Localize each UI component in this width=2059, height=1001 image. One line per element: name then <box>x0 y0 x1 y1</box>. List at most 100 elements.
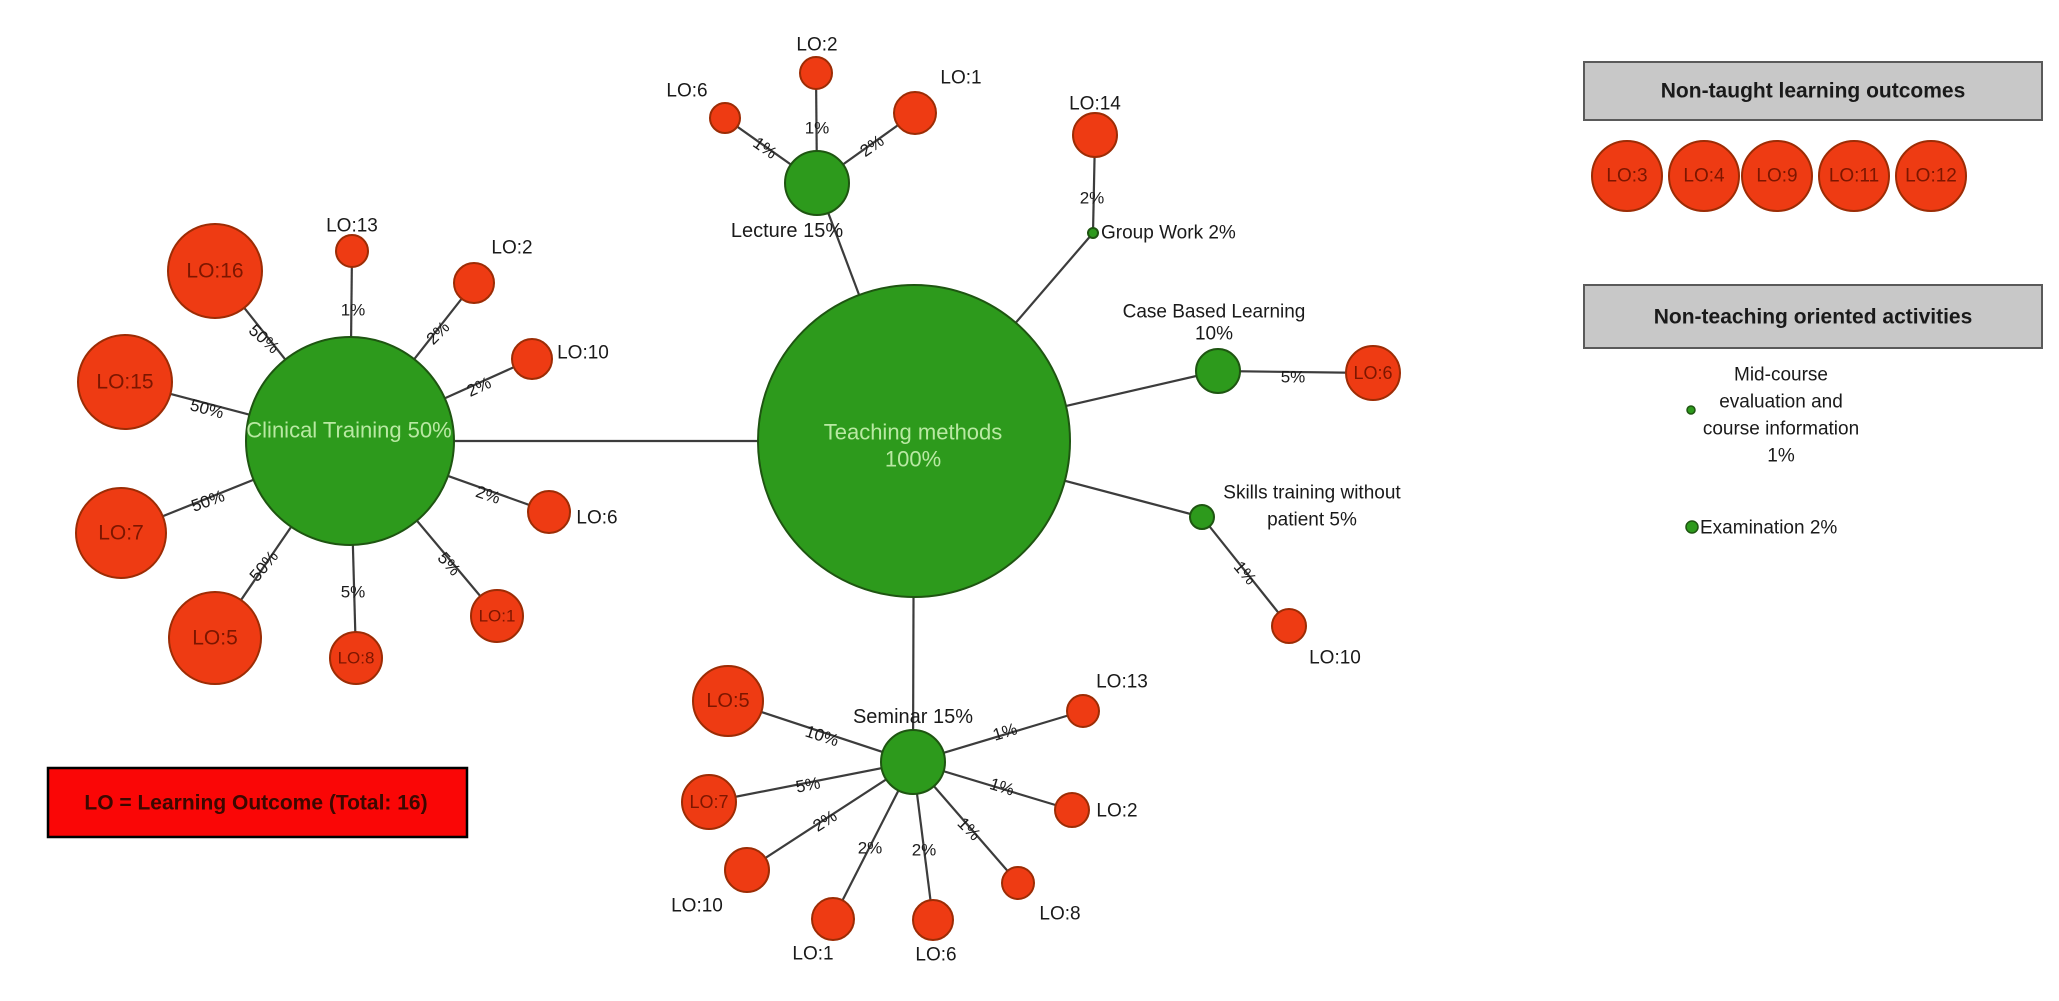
node-lo13S-circle <box>1066 694 1100 728</box>
node-lo14-label: LO:14 <box>1069 94 1121 115</box>
node-skills-label-line-1: Skills training without <box>1223 483 1401 504</box>
node-groupwork-label: Group Work 2% <box>1101 223 1236 244</box>
node-lo6L-label: LO:6 <box>666 81 707 102</box>
node-teaching-circle <box>757 284 1071 598</box>
node-lo8C-label: LO:8 <box>338 649 375 668</box>
node-lo6S-label: LO:6 <box>915 945 956 966</box>
edge-clinical-lo15-label: 50% <box>188 395 226 422</box>
node-lo14-circle <box>1072 112 1118 158</box>
legend-non-taught-box <box>1583 61 2043 121</box>
edge-seminar-lo2S-label: 1% <box>987 774 1016 799</box>
node-lo7S-label: LO:7 <box>689 792 728 812</box>
node-lo10Se-label: LO:10 <box>671 896 723 917</box>
legend-activities-box <box>1583 284 2043 349</box>
node-lo5C-circle <box>168 591 262 685</box>
node-clinical-label: Clinical Training 50% <box>246 418 451 443</box>
legend-item-lo3-label: LO:3 <box>1606 166 1647 187</box>
node-lo5S-circle <box>692 665 764 737</box>
edge-seminar-lo10Se-label: 2% <box>810 806 841 835</box>
edge-seminar-lo13S-label: 1% <box>990 719 1019 744</box>
edge-clinical-lo16-label: 50% <box>245 321 283 358</box>
edge-skills-lo10S <box>1201 516 1290 627</box>
node-skills-circle <box>1189 504 1215 530</box>
node-lo13C-circle <box>335 234 369 268</box>
node-lo10C-label: LO:10 <box>557 343 609 364</box>
node-lo7C-circle <box>75 487 167 579</box>
node-lo2L-circle <box>799 56 833 90</box>
legend-item-lo11-label: LO:11 <box>1829 166 1879 187</box>
edge-casebased-lo6C-label: 5% <box>1281 368 1306 387</box>
node-teaching-label-line-1: Teaching methods <box>824 420 1003 445</box>
node-lo6C-label: LO:6 <box>1353 363 1392 383</box>
node-lo7S-circle <box>681 774 737 830</box>
node-lo2S-circle <box>1054 792 1090 828</box>
legend-item-lo3-circle <box>1591 140 1663 212</box>
node-casebased-label-line-2: 10% <box>1195 324 1233 345</box>
node-lo16-label: LO:16 <box>186 260 243 283</box>
edge-seminar-lo7S-label: 5% <box>794 773 822 796</box>
node-lo10Se-circle <box>724 847 770 893</box>
node-seminar-circle <box>880 729 946 795</box>
node-lecture-label: Lecture 15% <box>731 220 844 242</box>
node-lo6C-circle <box>1345 345 1401 401</box>
legend-item-lo12-label: LO:12 <box>1905 166 1957 187</box>
node-casebased-circle <box>1195 348 1241 394</box>
node-lo1L-label: LO:1 <box>940 68 981 89</box>
edge-clinical-lo5C-label: 50% <box>246 547 282 585</box>
edge-clinical-lo7C-label: 50% <box>189 486 227 515</box>
legend-mid-course-label-line-4: 1% <box>1767 446 1795 467</box>
legend-item-lo9-circle <box>1741 140 1813 212</box>
node-lo10C-circle <box>511 338 553 380</box>
node-skills-label-line-2: patient 5% <box>1267 510 1357 531</box>
node-lo2C-label: LO:2 <box>491 238 532 259</box>
node-lo6S-circle <box>912 899 954 941</box>
legend-examination-label: Examination 2% <box>1700 518 1837 539</box>
legend-item-lo9-label: LO:9 <box>1756 166 1797 187</box>
node-lo8S-label: LO:8 <box>1039 904 1080 925</box>
node-lo6Cl-circle <box>527 490 571 534</box>
note-text: LO = Learning Outcome (Total: 16) <box>84 792 427 815</box>
node-clinical-circle <box>245 336 455 546</box>
edge-lecture-lo2L-label: 1% <box>805 119 830 138</box>
legend-mid-course-label-line-3: course information <box>1703 419 1859 440</box>
node-lo15-circle <box>77 334 173 430</box>
node-lo16-circle <box>167 223 263 319</box>
legend-activities-title: Non-teaching oriented activities <box>1654 306 1973 329</box>
node-lo1S-circle <box>811 897 855 941</box>
node-lecture-circle <box>784 150 850 216</box>
node-lo5S-label: LO:5 <box>706 690 749 712</box>
edge-seminar-lo1S-label: 2% <box>858 839 883 858</box>
node-lo8S-circle <box>1001 866 1035 900</box>
edge-clinical-lo6Cl-label: 2% <box>473 482 502 508</box>
edge-groupwork-lo14-label: 2% <box>1080 189 1105 208</box>
legend-item-lo4-label: LO:4 <box>1683 166 1725 187</box>
node-lo6Cl-label: LO:6 <box>576 508 617 529</box>
node-lo5C-label: LO:5 <box>192 627 238 650</box>
legend-mid-course-label-line-1: Mid-course <box>1734 365 1828 386</box>
node-lo1C-label: LO:1 <box>479 607 516 626</box>
node-lo8C-circle <box>329 631 383 685</box>
node-casebased-label-line-1: Case Based Learning <box>1123 302 1306 323</box>
node-lo2L-label: LO:2 <box>796 35 837 56</box>
node-lo10S-circle <box>1271 608 1307 644</box>
edge-seminar-lo6S-label: 2% <box>912 841 937 860</box>
node-lo15-label: LO:15 <box>96 371 153 394</box>
node-groupwork-circle <box>1087 227 1099 239</box>
node-lo2C-circle <box>453 262 495 304</box>
legend-mid-course-dot <box>1686 405 1696 415</box>
legend-item-lo11-circle <box>1818 140 1890 212</box>
edge-clinical-lo13C-label: 1% <box>341 301 366 320</box>
node-lo7C-label: LO:7 <box>98 522 144 545</box>
legend-non-taught-title: Non-taught learning outcomes <box>1661 80 1966 103</box>
node-lo13C-label: LO:13 <box>326 216 378 237</box>
legend-item-lo4-circle <box>1668 140 1740 212</box>
node-seminar-label: Seminar 15% <box>853 706 973 728</box>
node-lo1L-circle <box>893 91 937 135</box>
note-box <box>46 766 469 839</box>
edge-seminar-lo5S-label: 10% <box>803 722 841 751</box>
node-teaching-label-line-2: 100% <box>885 447 941 472</box>
node-lo6L-circle <box>709 102 741 134</box>
node-lo1S-label: LO:1 <box>792 944 833 965</box>
edge-seminar-lo10Se <box>746 761 914 871</box>
